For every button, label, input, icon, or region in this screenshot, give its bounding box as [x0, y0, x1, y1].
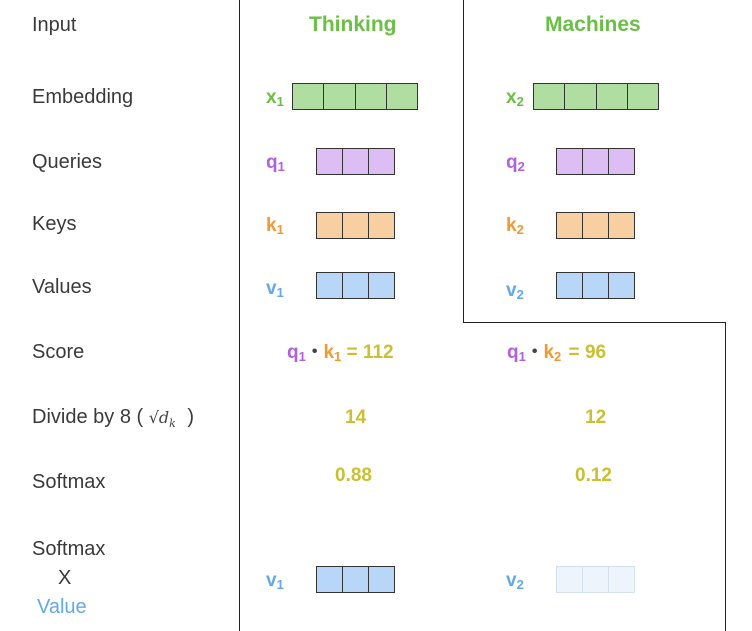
k2-symbol: k2: [506, 215, 524, 237]
sqrt-dk-icon: √dk: [148, 408, 176, 431]
weighted-v2-symbol: v2: [506, 570, 524, 592]
x2-symbol: x2: [506, 87, 524, 109]
softmax-label: Softmax: [32, 471, 106, 493]
divide-suffix: ): [187, 406, 195, 428]
input-label: Input: [32, 14, 77, 36]
divided-score-2: 12: [585, 407, 607, 428]
q2-symbol: q2: [506, 152, 525, 174]
score-expression-2: q1 • k2 = 96: [507, 342, 607, 364]
embedding-label: Embedding: [32, 86, 134, 108]
softmax-x-value-label-2: X: [58, 567, 72, 589]
embedding-vector-1: [292, 83, 418, 110]
weighted-v1-symbol: v1: [266, 570, 284, 592]
x1-symbol: x1: [266, 87, 284, 109]
divide-label: Divide by 8 ( √dk ): [32, 406, 194, 430]
weighted-value-vector-1: [316, 566, 395, 593]
k1-symbol: k1: [266, 215, 284, 237]
values-label: Values: [32, 276, 92, 298]
divided-score-1: 14: [345, 407, 367, 428]
softmax-x-value-label-3: Value: [37, 596, 87, 618]
queries-label: Queries: [32, 151, 103, 173]
q1-symbol: q1: [266, 152, 285, 174]
machines-box-left: [463, 0, 464, 323]
divide-prefix: Divide by 8 (: [32, 406, 144, 428]
score-expression-1: q1 • k1 = 112: [287, 342, 394, 364]
softmax-x-value-label-1: Softmax: [32, 538, 106, 560]
key-vector-1: [316, 212, 395, 239]
softmax-score-1: 0.88: [335, 465, 372, 486]
key-vector-2: [556, 212, 635, 239]
query-vector-2: [556, 148, 635, 175]
word-thinking: Thinking: [309, 13, 397, 36]
query-vector-1: [316, 148, 395, 175]
v2-symbol: v2: [506, 280, 524, 302]
score-label: Score: [32, 341, 85, 363]
machines-box-right: [725, 322, 726, 631]
embedding-vector-2: [533, 83, 659, 110]
v1-symbol: v1: [266, 278, 284, 300]
machines-box-bottom: [463, 322, 726, 323]
weighted-value-vector-2: [556, 566, 635, 593]
keys-label: Keys: [32, 213, 77, 235]
word-machines: Machines: [545, 13, 641, 36]
value-vector-1: [316, 272, 395, 299]
divider-left: [239, 0, 240, 631]
value-vector-2: [556, 272, 635, 299]
softmax-score-2: 0.12: [575, 465, 612, 486]
